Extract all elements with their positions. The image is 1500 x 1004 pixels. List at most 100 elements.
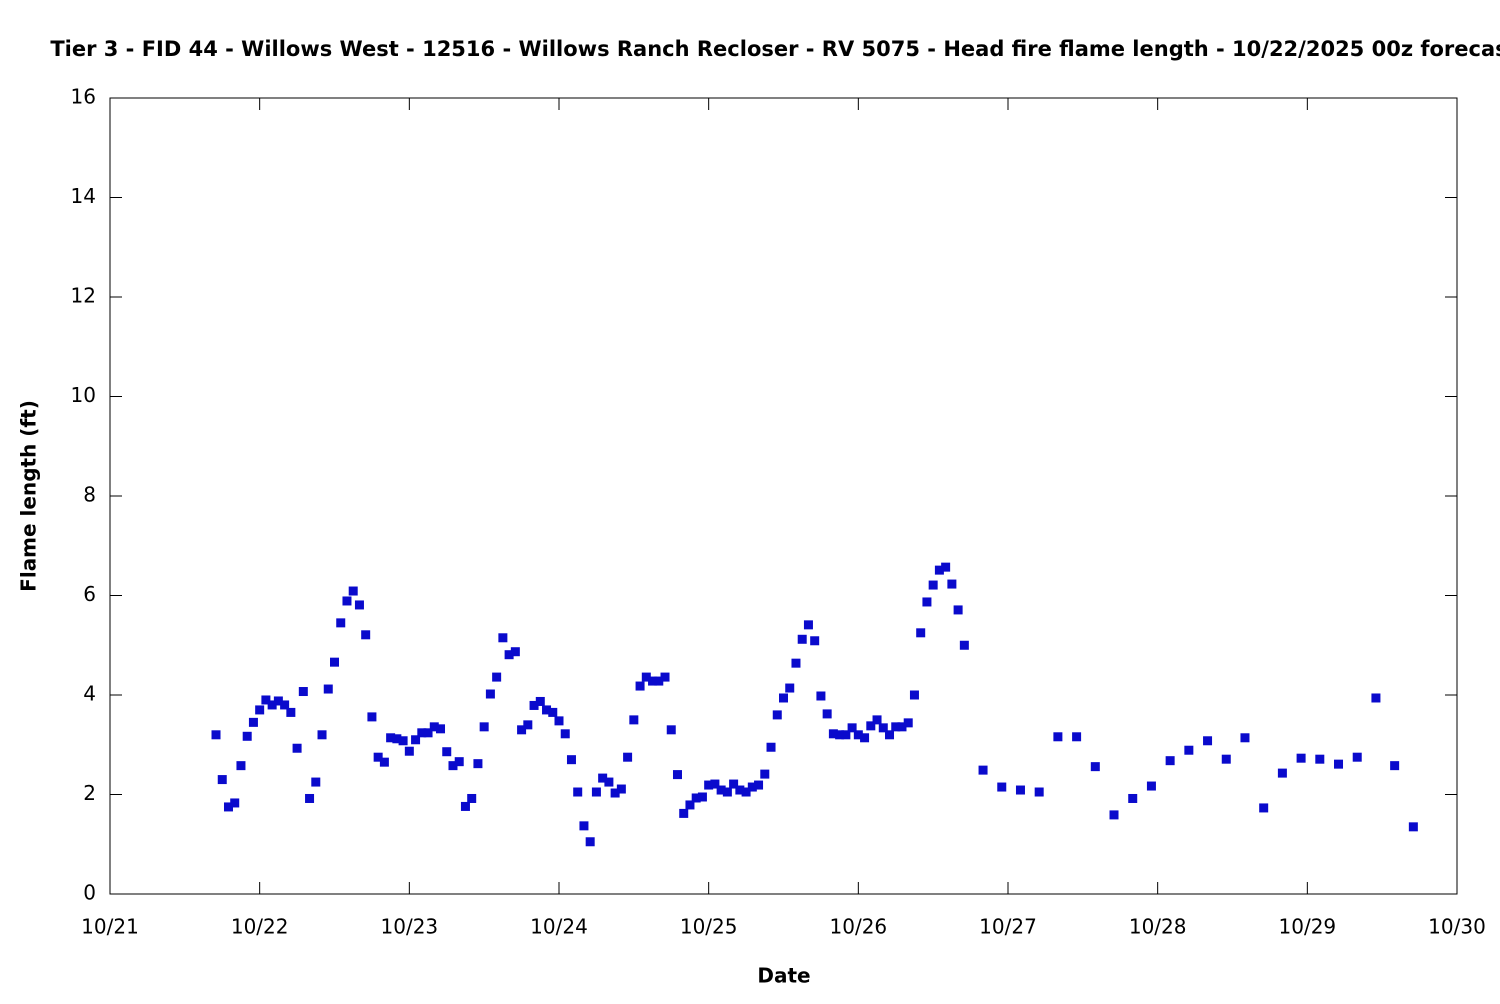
data-point — [897, 722, 907, 732]
data-point — [542, 705, 552, 715]
data-point — [311, 777, 321, 787]
data-point — [479, 722, 489, 732]
data-point — [261, 695, 271, 705]
data-point — [392, 734, 402, 744]
data-point — [772, 710, 782, 720]
data-point — [872, 715, 882, 725]
x-tick-label: 10/26 — [830, 915, 888, 939]
data-point — [903, 718, 913, 728]
data-point — [710, 779, 720, 789]
data-point — [573, 787, 583, 797]
data-point — [860, 733, 870, 743]
data-point — [953, 605, 963, 615]
data-point — [280, 700, 290, 710]
data-point — [741, 787, 751, 797]
data-point — [747, 782, 757, 792]
data-point — [566, 755, 576, 765]
data-point — [654, 676, 664, 686]
data-point — [1221, 754, 1231, 764]
data-point — [1053, 732, 1063, 742]
data-point — [498, 633, 508, 643]
data-point — [1090, 762, 1100, 772]
data-point — [386, 733, 396, 743]
data-point — [697, 792, 707, 802]
data-point — [1334, 759, 1344, 769]
data-point — [379, 757, 389, 767]
data-point — [716, 785, 726, 795]
data-point — [598, 773, 608, 783]
data-point — [641, 672, 651, 682]
data-point — [417, 728, 427, 738]
data-point — [504, 650, 514, 660]
data-point — [373, 752, 383, 762]
data-point — [591, 787, 601, 797]
data-point — [791, 658, 801, 668]
data-point — [828, 729, 838, 739]
y-tick-label: 14 — [71, 184, 96, 208]
data-point — [398, 736, 408, 746]
data-point — [947, 579, 957, 589]
data-point — [666, 725, 676, 735]
y-tick-label: 0 — [83, 881, 96, 905]
data-point — [1390, 761, 1400, 771]
data-point — [273, 696, 283, 706]
data-point — [803, 620, 813, 630]
data-point — [467, 793, 477, 803]
data-point — [1165, 756, 1175, 766]
data-point — [916, 628, 926, 638]
data-point — [779, 693, 788, 703]
data-point — [473, 759, 483, 769]
data-point — [292, 743, 302, 753]
data-point — [442, 747, 452, 757]
data-point — [735, 785, 745, 795]
data-point — [691, 793, 701, 803]
data-point — [535, 696, 545, 706]
data-point — [1352, 752, 1362, 762]
data-point — [1277, 768, 1287, 778]
y-tick-label: 8 — [83, 483, 96, 507]
data-point — [1128, 793, 1138, 803]
data-point — [623, 752, 633, 762]
data-point — [1034, 787, 1044, 797]
data-point — [585, 837, 595, 847]
y-tick-label: 2 — [83, 781, 96, 805]
data-point — [492, 672, 502, 682]
data-point — [853, 730, 863, 740]
data-point — [648, 676, 658, 686]
data-point — [1015, 785, 1025, 795]
data-point — [1408, 822, 1418, 832]
data-point — [361, 630, 371, 640]
data-point — [317, 730, 327, 740]
data-point — [604, 777, 614, 787]
data-point — [305, 793, 315, 803]
y-tick-label: 12 — [71, 284, 96, 308]
data-point — [978, 765, 988, 775]
data-point — [797, 634, 807, 644]
data-point — [866, 721, 876, 731]
x-tick-label: 10/24 — [530, 915, 588, 939]
plot-frame — [109, 97, 1458, 895]
y-tick-label: 4 — [83, 682, 96, 706]
data-point — [529, 700, 539, 710]
data-point — [816, 691, 826, 701]
data-point — [1240, 733, 1250, 743]
data-point — [610, 788, 620, 798]
data-point — [411, 735, 421, 745]
data-point — [922, 597, 932, 607]
y-axis-label: Flame length (ft) — [17, 400, 41, 592]
y-tick-label: 6 — [83, 582, 96, 606]
data-point — [255, 705, 265, 715]
data-point — [1203, 736, 1213, 746]
data-point — [523, 720, 533, 730]
data-point — [460, 801, 470, 811]
data-point — [679, 808, 689, 818]
data-point — [323, 684, 333, 694]
x-axis-label: Date — [757, 964, 810, 988]
data-point — [454, 757, 464, 767]
data-point — [685, 800, 695, 810]
data-point — [959, 640, 969, 650]
data-point — [928, 580, 938, 590]
data-point — [616, 784, 626, 794]
